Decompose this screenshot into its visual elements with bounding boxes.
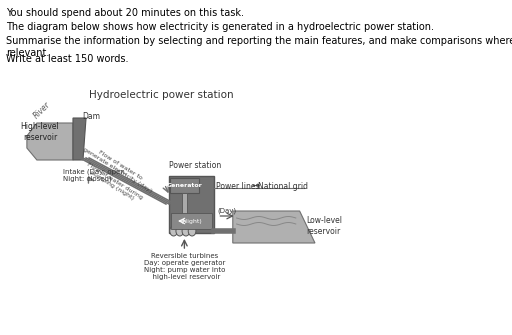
Text: Flow of water to
generate electricity (day): Flow of water to generate electricity (d… [82, 142, 156, 194]
Text: Write at least 150 words.: Write at least 150 words. [6, 54, 129, 64]
FancyBboxPatch shape [169, 176, 214, 233]
FancyBboxPatch shape [182, 193, 187, 228]
Polygon shape [73, 118, 86, 160]
Text: Power lines: Power lines [216, 182, 262, 191]
Text: Flow of water during
pumping (night): Flow of water during pumping (night) [83, 161, 144, 205]
Text: Intake (Day: open,
Night: closed): Intake (Day: open, Night: closed) [63, 168, 127, 182]
FancyBboxPatch shape [170, 178, 199, 193]
Text: The diagram below shows how electricity is generated in a hydroelectric power st: The diagram below shows how electricity … [6, 22, 434, 32]
Text: River: River [32, 100, 52, 120]
Circle shape [182, 226, 190, 236]
Text: Reversible turbines
Day: operate generator
Night: pump water into
  high-level r: Reversible turbines Day: operate generat… [144, 253, 225, 280]
Text: (Day): (Day) [218, 208, 237, 214]
Circle shape [170, 226, 178, 236]
Text: Generator: Generator [166, 183, 202, 188]
Circle shape [188, 226, 196, 236]
Polygon shape [233, 211, 315, 243]
Text: Low-level
reservoir: Low-level reservoir [306, 216, 342, 236]
Text: (Night): (Night) [180, 218, 202, 223]
Text: You should spend about 20 minutes on this task.: You should spend about 20 minutes on thi… [6, 8, 244, 18]
Text: Power station: Power station [169, 161, 221, 170]
Circle shape [176, 226, 184, 236]
Text: Dam: Dam [82, 112, 100, 121]
Text: →: → [252, 181, 260, 191]
Text: Hydroelectric power station: Hydroelectric power station [89, 90, 233, 100]
Text: National grid: National grid [258, 182, 308, 191]
Text: High-level
reservoir: High-level reservoir [20, 122, 59, 142]
FancyBboxPatch shape [170, 213, 212, 229]
Polygon shape [27, 123, 73, 160]
Text: Summarise the information by selecting and reporting the main features, and make: Summarise the information by selecting a… [6, 36, 512, 58]
